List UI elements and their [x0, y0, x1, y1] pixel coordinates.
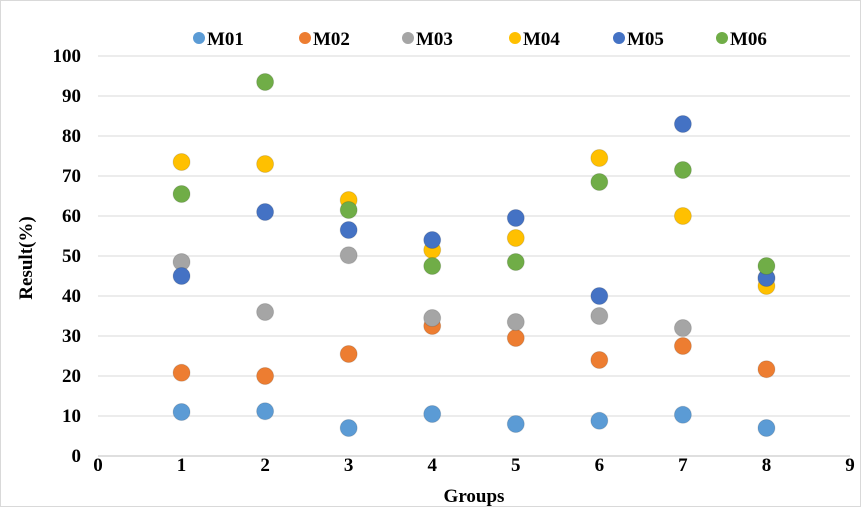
legend: M01 M02 M03 M04 M05 M06 [193, 29, 767, 50]
legend-item-m02: M02 [299, 29, 350, 50]
point-m01-5 [506, 415, 525, 433]
point-m02-6 [590, 351, 609, 369]
legend-marker-m02 [299, 32, 311, 44]
y-tick-label-100: 100 [53, 46, 82, 67]
point-m05-4 [423, 231, 442, 249]
point-m05-1 [172, 267, 191, 285]
legend-marker-m03 [402, 32, 414, 44]
point-m01-4 [423, 405, 442, 423]
point-m04-2 [256, 155, 275, 173]
y-tick-labels: 0 10 20 30 40 50 60 70 80 90 100 [53, 46, 82, 467]
point-m06-8 [757, 257, 776, 275]
y-tick-label-90: 90 [62, 86, 81, 107]
x-tick-label-3: 3 [344, 455, 354, 476]
x-tick-label-0: 0 [93, 455, 103, 476]
x-tick-label-9: 9 [845, 455, 855, 476]
legend-label-m02: M02 [313, 29, 350, 50]
y-tick-label-30: 30 [62, 326, 81, 347]
legend-item-m06: M06 [716, 29, 767, 50]
legend-label-m03: M03 [416, 29, 453, 50]
series-m03 [172, 246, 776, 337]
point-m01-7 [673, 405, 692, 424]
point-m06-1 [172, 185, 191, 203]
point-m01-6 [590, 411, 609, 430]
legend-label-m06: M06 [730, 29, 767, 50]
point-m06-7 [673, 161, 692, 179]
y-tick-label-10: 10 [62, 406, 81, 427]
x-tick-label-1: 1 [177, 455, 187, 476]
series-m06 [172, 73, 776, 275]
point-m05-2 [256, 203, 275, 221]
point-m05-5 [506, 209, 525, 227]
point-m06-4 [423, 257, 442, 275]
x-tick-label-4: 4 [427, 455, 437, 476]
point-m01-8 [757, 419, 776, 437]
legend-item-m01: M01 [193, 29, 244, 50]
y-tick-label-80: 80 [62, 126, 81, 147]
legend-item-m05: M05 [613, 29, 664, 50]
point-m02-2 [256, 367, 275, 385]
point-m02-3 [339, 345, 358, 363]
point-m03-4 [423, 309, 442, 327]
legend-label-m01: M01 [207, 29, 244, 50]
legend-marker-m01 [193, 32, 205, 44]
legend-marker-m05 [613, 32, 625, 44]
y-tick-label-40: 40 [62, 286, 81, 307]
y-axis-title: Result(%) [16, 216, 37, 299]
x-tick-label-8: 8 [762, 455, 772, 476]
point-m01-2 [256, 402, 275, 421]
point-m06-2 [256, 73, 275, 91]
gridlines [98, 55, 850, 457]
x-tick-label-2: 2 [260, 455, 270, 476]
y-tick-label-50: 50 [62, 246, 81, 267]
point-m05-7 [673, 115, 692, 133]
point-m05-6 [590, 287, 609, 305]
point-m03-6 [590, 307, 609, 325]
point-m04-5 [506, 229, 525, 247]
point-m02-5 [506, 329, 525, 347]
point-m03-5 [506, 313, 525, 331]
point-m01-1 [172, 403, 191, 421]
point-m04-7 [673, 207, 692, 225]
y-tick-label-60: 60 [62, 206, 81, 227]
series-m05 [172, 115, 776, 305]
point-m04-6 [590, 149, 609, 167]
y-tick-label-0: 0 [72, 446, 82, 467]
point-m04-1 [172, 153, 191, 171]
point-m02-8 [757, 360, 776, 379]
data-points [172, 73, 776, 437]
point-m06-6 [590, 173, 609, 191]
series-m01 [172, 402, 776, 437]
x-axis-title: Groups [444, 486, 505, 507]
legend-marker-m06 [716, 32, 728, 44]
x-tick-label-6: 6 [595, 455, 605, 476]
legend-label-m05: M05 [627, 29, 664, 50]
x-tick-labels: 0 1 2 3 4 5 6 7 8 9 [93, 455, 855, 476]
point-m01-3 [339, 419, 358, 437]
point-m06-5 [506, 253, 525, 271]
legend-item-m04: M04 [509, 29, 560, 50]
legend-item-m03: M03 [402, 29, 453, 50]
point-m05-3 [339, 221, 358, 239]
point-m03-2 [256, 303, 275, 321]
point-m02-7 [673, 337, 692, 355]
legend-marker-m04 [509, 32, 521, 44]
legend-label-m04: M04 [523, 29, 560, 50]
point-m06-3 [339, 201, 358, 219]
point-m02-1 [172, 363, 191, 382]
point-m03-7 [673, 319, 692, 337]
y-tick-label-70: 70 [62, 166, 81, 187]
point-m03-3 [339, 246, 358, 265]
y-tick-label-20: 20 [62, 366, 81, 387]
x-tick-label-7: 7 [678, 455, 688, 476]
x-tick-label-5: 5 [511, 455, 521, 476]
